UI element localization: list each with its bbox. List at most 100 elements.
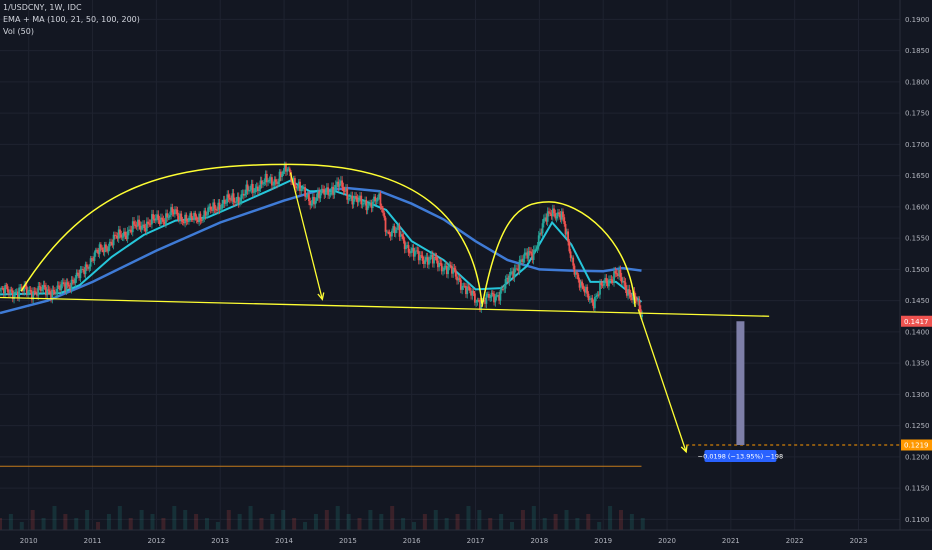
- candle-body: [222, 199, 225, 204]
- candle-body: [283, 163, 286, 171]
- candle-body: [411, 248, 414, 251]
- candle-body: [184, 214, 187, 224]
- candle-body: [567, 231, 569, 242]
- candle-body: [2, 288, 5, 294]
- candle-body: [0, 288, 3, 290]
- symbol-label[interactable]: 1/USDCNY, 1W, IDC: [3, 3, 82, 12]
- current-price-tag: 0.1417: [904, 318, 929, 326]
- volume-bar: [357, 518, 362, 530]
- candle-body: [200, 220, 203, 222]
- candle-body: [399, 234, 402, 237]
- candle-body: [360, 195, 363, 205]
- measure-bar: [736, 321, 745, 445]
- volume-bar: [499, 514, 504, 530]
- candle-body: [214, 208, 217, 211]
- candle-body: [424, 259, 427, 264]
- volume-bar: [139, 510, 144, 530]
- volume-bar: [63, 514, 68, 530]
- volume-bar: [640, 518, 645, 530]
- volume-label[interactable]: Vol (50): [3, 27, 34, 36]
- price-axis[interactable]: 0.1900 0.1850 0.1800 0.1750 0.1700 0.1650 0.16…: [899, 0, 930, 530]
- measure-label: −0.0198 (−13.95%) −198: [698, 453, 783, 461]
- candle-body: [282, 170, 285, 174]
- candle-body: [87, 267, 89, 269]
- indicator-label[interactable]: EMA + MA (100, 21, 50, 100, 200): [3, 15, 140, 24]
- candle-body: [359, 195, 361, 200]
- candle-body: [600, 282, 603, 285]
- candle-body: [415, 250, 418, 252]
- candle-body: [480, 300, 483, 309]
- volume-bar: [281, 510, 286, 530]
- candle-body: [43, 285, 46, 288]
- candle-body: [466, 286, 469, 295]
- candle-body: [620, 277, 623, 283]
- candle-body: [355, 196, 358, 199]
- candle-body: [341, 180, 344, 188]
- time-tick-label: 2017: [467, 537, 485, 545]
- candle-body: [599, 282, 601, 295]
- target-price-tag-box: [901, 439, 932, 451]
- volume-bar: [237, 514, 242, 530]
- candle-body: [139, 225, 142, 230]
- candle-body: [225, 202, 227, 204]
- time-axis[interactable]: 2010 2011 2012 2013 2014 2015 2016 2017 2018 2019…: [0, 529, 932, 545]
- candle-body: [459, 279, 462, 290]
- candle-body: [615, 273, 618, 275]
- candle-body: [453, 267, 456, 270]
- candle-body: [332, 186, 335, 195]
- candle-body: [269, 177, 272, 180]
- candle-body: [339, 180, 342, 184]
- candle-body: [591, 297, 594, 303]
- candle-body: [627, 289, 629, 296]
- candle-body: [528, 251, 531, 253]
- candle-body: [198, 213, 201, 223]
- candle-body: [122, 231, 125, 237]
- candle-body: [256, 186, 259, 192]
- candle-body: [539, 232, 541, 236]
- candle-body: [83, 270, 86, 275]
- candle-body: [207, 207, 209, 215]
- candle-body: [232, 193, 235, 202]
- candle-body: [37, 286, 40, 296]
- volume-bar: [433, 510, 438, 530]
- candle-body: [382, 208, 384, 213]
- volume-bar: [597, 522, 602, 530]
- candle-body: [242, 193, 245, 196]
- candle-body: [16, 291, 19, 298]
- candle-body: [558, 212, 561, 215]
- volume-bar: [553, 514, 558, 530]
- candle-body: [159, 217, 162, 225]
- candle-body: [196, 219, 199, 223]
- candle-body: [105, 244, 107, 249]
- candle-body: [564, 224, 567, 235]
- candle-body: [205, 214, 208, 216]
- candle-body: [82, 269, 84, 271]
- candle-body: [536, 246, 539, 250]
- candle-body: [14, 291, 17, 294]
- candle-body: [597, 294, 600, 296]
- candle-body: [101, 247, 104, 250]
- candle-body: [448, 265, 451, 267]
- candle-body: [451, 266, 453, 274]
- candle-body: [471, 291, 474, 296]
- candle-body: [265, 174, 268, 183]
- price-tick-label: 0.1700: [905, 141, 930, 149]
- pattern-annotations[interactable]: −0.0198 (−13.95%) −198: [0, 163, 900, 467]
- volume-bar: [390, 506, 395, 530]
- candle-body: [254, 188, 257, 193]
- candle-body: [9, 289, 12, 293]
- volume-bar: [335, 506, 340, 530]
- candle-body: [436, 260, 439, 268]
- candle-body: [170, 207, 172, 216]
- candle-body: [69, 286, 72, 290]
- candle-body: [70, 279, 73, 290]
- candle-body: [560, 211, 563, 220]
- candle-body: [316, 191, 319, 198]
- candle-body: [313, 196, 315, 205]
- candle-body: [130, 230, 133, 233]
- candle-body: [379, 193, 382, 206]
- candle-body: [461, 286, 464, 290]
- candle-body: [34, 291, 37, 293]
